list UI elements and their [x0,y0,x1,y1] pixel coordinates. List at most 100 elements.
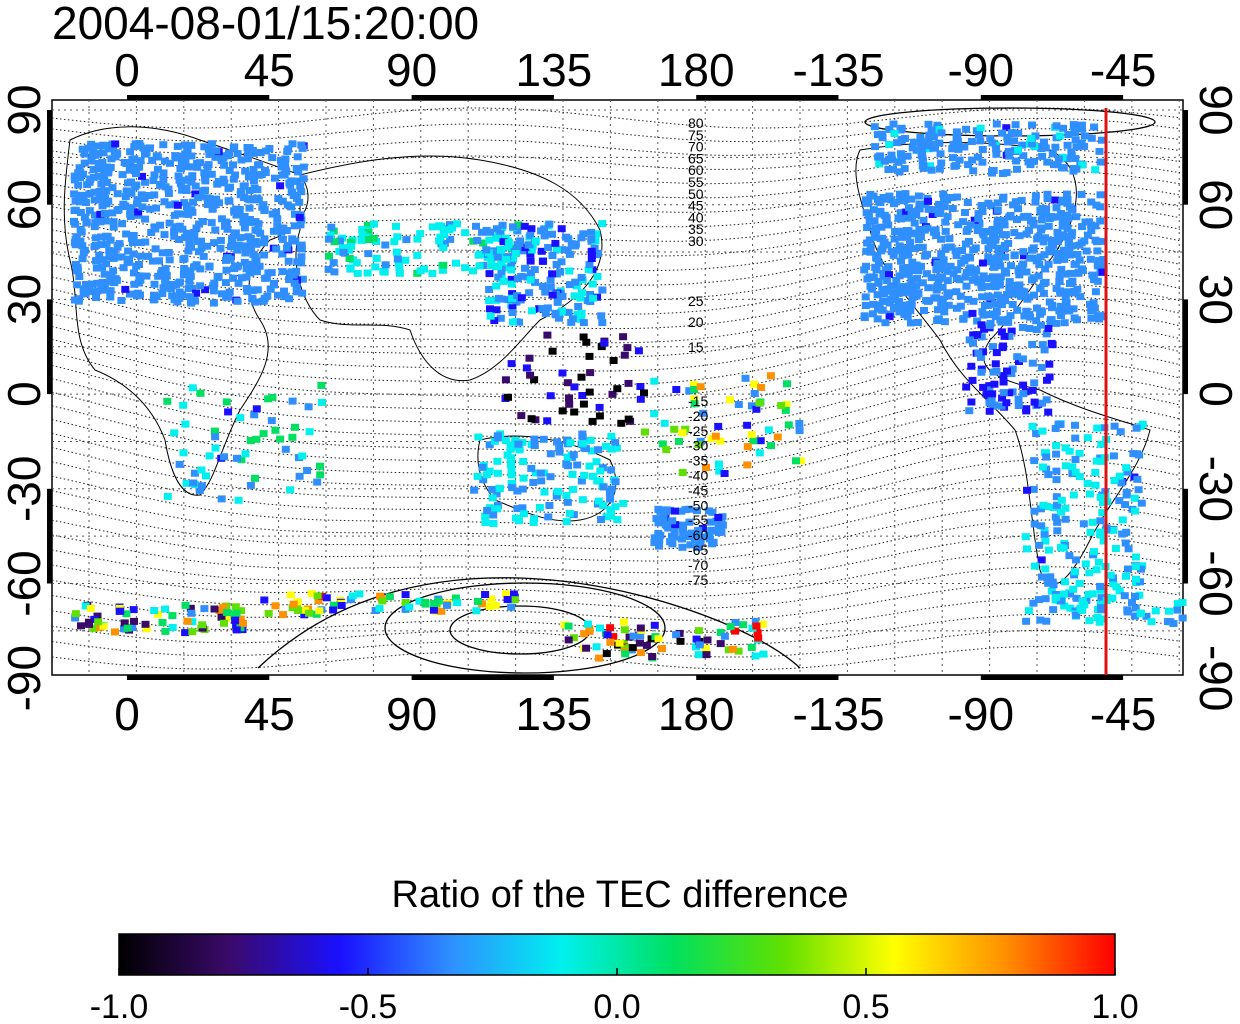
tec-cell [1037,522,1046,530]
tec-cell [885,125,894,133]
tec-cell [1096,158,1105,166]
mlat-label: 15 [688,339,704,355]
tec-cell [237,274,246,282]
tec-cell [437,223,445,231]
tec-cell [240,224,249,232]
tec-cell [161,605,170,613]
tec-cell [1005,332,1014,340]
tec-cell [1044,471,1053,479]
tec-cell [347,238,355,246]
tec-cell [130,280,139,288]
tec-cell [246,234,255,242]
tec-cell [552,270,561,278]
tec-cell [168,282,177,290]
tec-cell [229,144,238,152]
tec-cell [874,303,883,311]
tec-cell [1044,579,1053,587]
tec-cell [473,237,482,244]
tec-cell [371,263,380,271]
tec-cell [967,398,976,406]
tec-cell [1040,251,1049,259]
tec-cell [497,268,506,276]
tec-cell [161,265,170,273]
tec-cell [1004,239,1013,247]
right-axis-bar [1183,488,1188,584]
tec-cell [1077,190,1086,198]
tec-cell [268,154,277,162]
tec-cell [1030,457,1039,465]
tec-cell [288,140,297,148]
tec-cell [507,261,516,269]
tec-cell [606,624,615,632]
tec-cell [872,254,881,262]
tec-cell [1085,617,1094,625]
tec-cell [171,224,180,232]
tec-cell [201,177,210,185]
tec-cell [276,182,285,190]
south-oval-mid [384,582,666,674]
tec-cell [288,177,297,185]
tec-cell [978,308,987,316]
tec-cell [756,437,765,445]
tec-cell [929,133,938,141]
tec-cell [486,312,495,320]
tec-cell [1067,288,1076,296]
tec-cell [1059,544,1068,552]
tec-cell [276,435,285,443]
tec-cell [519,510,528,518]
tec-cell [530,515,539,522]
tec-cell [883,277,892,285]
tec-cell [1048,150,1057,158]
tec-cell [1112,583,1121,591]
tec-cell [883,241,892,249]
tec-cell [489,520,498,527]
tec-cell [530,435,539,443]
tec-cell [885,299,894,307]
tec-cell [1059,164,1068,172]
tec-cell [1063,196,1072,203]
tec-cell [548,230,556,238]
tec-cell [246,269,255,277]
tec-cell [1044,260,1053,268]
tec-cell [303,467,312,474]
tec-cell [180,255,189,262]
tec-cell [877,247,886,255]
mlat-label: 45 [688,198,704,214]
tec-cell [937,159,946,167]
tec-cell [217,495,226,503]
tec-cell [119,200,128,208]
tec-cell [1041,595,1050,603]
tec-cell [260,239,268,247]
tec-cell [76,198,85,206]
tec-cell [1040,531,1049,539]
tec-cell [531,278,540,286]
tec-cell [592,643,601,651]
tec-cell [635,639,644,647]
tec-cell [915,200,924,208]
tec-cell [1120,592,1129,600]
tec-cell [179,449,188,457]
tec-cell [1115,497,1124,505]
tec-cell [120,619,129,627]
tec-cell [452,259,460,267]
right-axis-label: -90 [1190,645,1240,711]
tec-cell [984,253,993,261]
tec-cell [982,390,991,398]
tec-cell [1100,424,1109,432]
tec-cell [1096,493,1105,501]
tec-cell [241,167,250,175]
tec-cell [280,287,288,295]
tec-cell [292,165,301,172]
tec-cell [553,438,561,446]
tec-cell [903,245,912,253]
right-axis-label: 0 [1190,381,1240,407]
tec-cell [79,192,88,199]
mlat-contour [51,458,1181,526]
tec-cell [1075,579,1084,587]
tec-cell [196,265,205,273]
mlat-label: -75 [688,572,708,588]
mlat-contour [51,271,1181,344]
tec-cell [608,390,617,398]
tec-cell [992,120,1001,128]
tec-cell [187,609,196,617]
